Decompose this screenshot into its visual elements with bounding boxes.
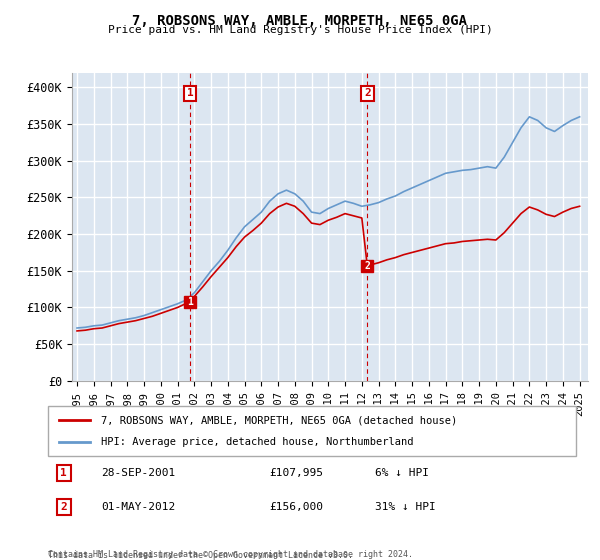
Text: 28-SEP-2001: 28-SEP-2001 xyxy=(101,468,175,478)
Text: Price paid vs. HM Land Registry's House Price Index (HPI): Price paid vs. HM Land Registry's House … xyxy=(107,25,493,35)
Text: HPI: Average price, detached house, Northumberland: HPI: Average price, detached house, Nort… xyxy=(101,437,413,447)
FancyBboxPatch shape xyxy=(48,406,576,456)
Text: 01-MAY-2012: 01-MAY-2012 xyxy=(101,502,175,512)
Text: 7, ROBSONS WAY, AMBLE, MORPETH, NE65 0GA (detached house): 7, ROBSONS WAY, AMBLE, MORPETH, NE65 0GA… xyxy=(101,415,457,425)
Text: 2: 2 xyxy=(61,502,67,512)
Text: Contains HM Land Registry data © Crown copyright and database right 2024.: Contains HM Land Registry data © Crown c… xyxy=(48,550,413,559)
Text: £107,995: £107,995 xyxy=(270,468,324,478)
Text: £156,000: £156,000 xyxy=(270,502,324,512)
Text: 7, ROBSONS WAY, AMBLE, MORPETH, NE65 0GA: 7, ROBSONS WAY, AMBLE, MORPETH, NE65 0GA xyxy=(133,14,467,28)
Text: 2: 2 xyxy=(364,262,370,272)
Text: 1: 1 xyxy=(187,88,193,99)
Text: 1: 1 xyxy=(61,468,67,478)
Text: 6% ↓ HPI: 6% ↓ HPI xyxy=(376,468,430,478)
Text: 31% ↓ HPI: 31% ↓ HPI xyxy=(376,502,436,512)
Text: This data is licensed under the Open Government Licence v3.0.: This data is licensed under the Open Gov… xyxy=(48,551,353,560)
Text: 1: 1 xyxy=(187,297,193,307)
Text: 2: 2 xyxy=(364,88,371,99)
